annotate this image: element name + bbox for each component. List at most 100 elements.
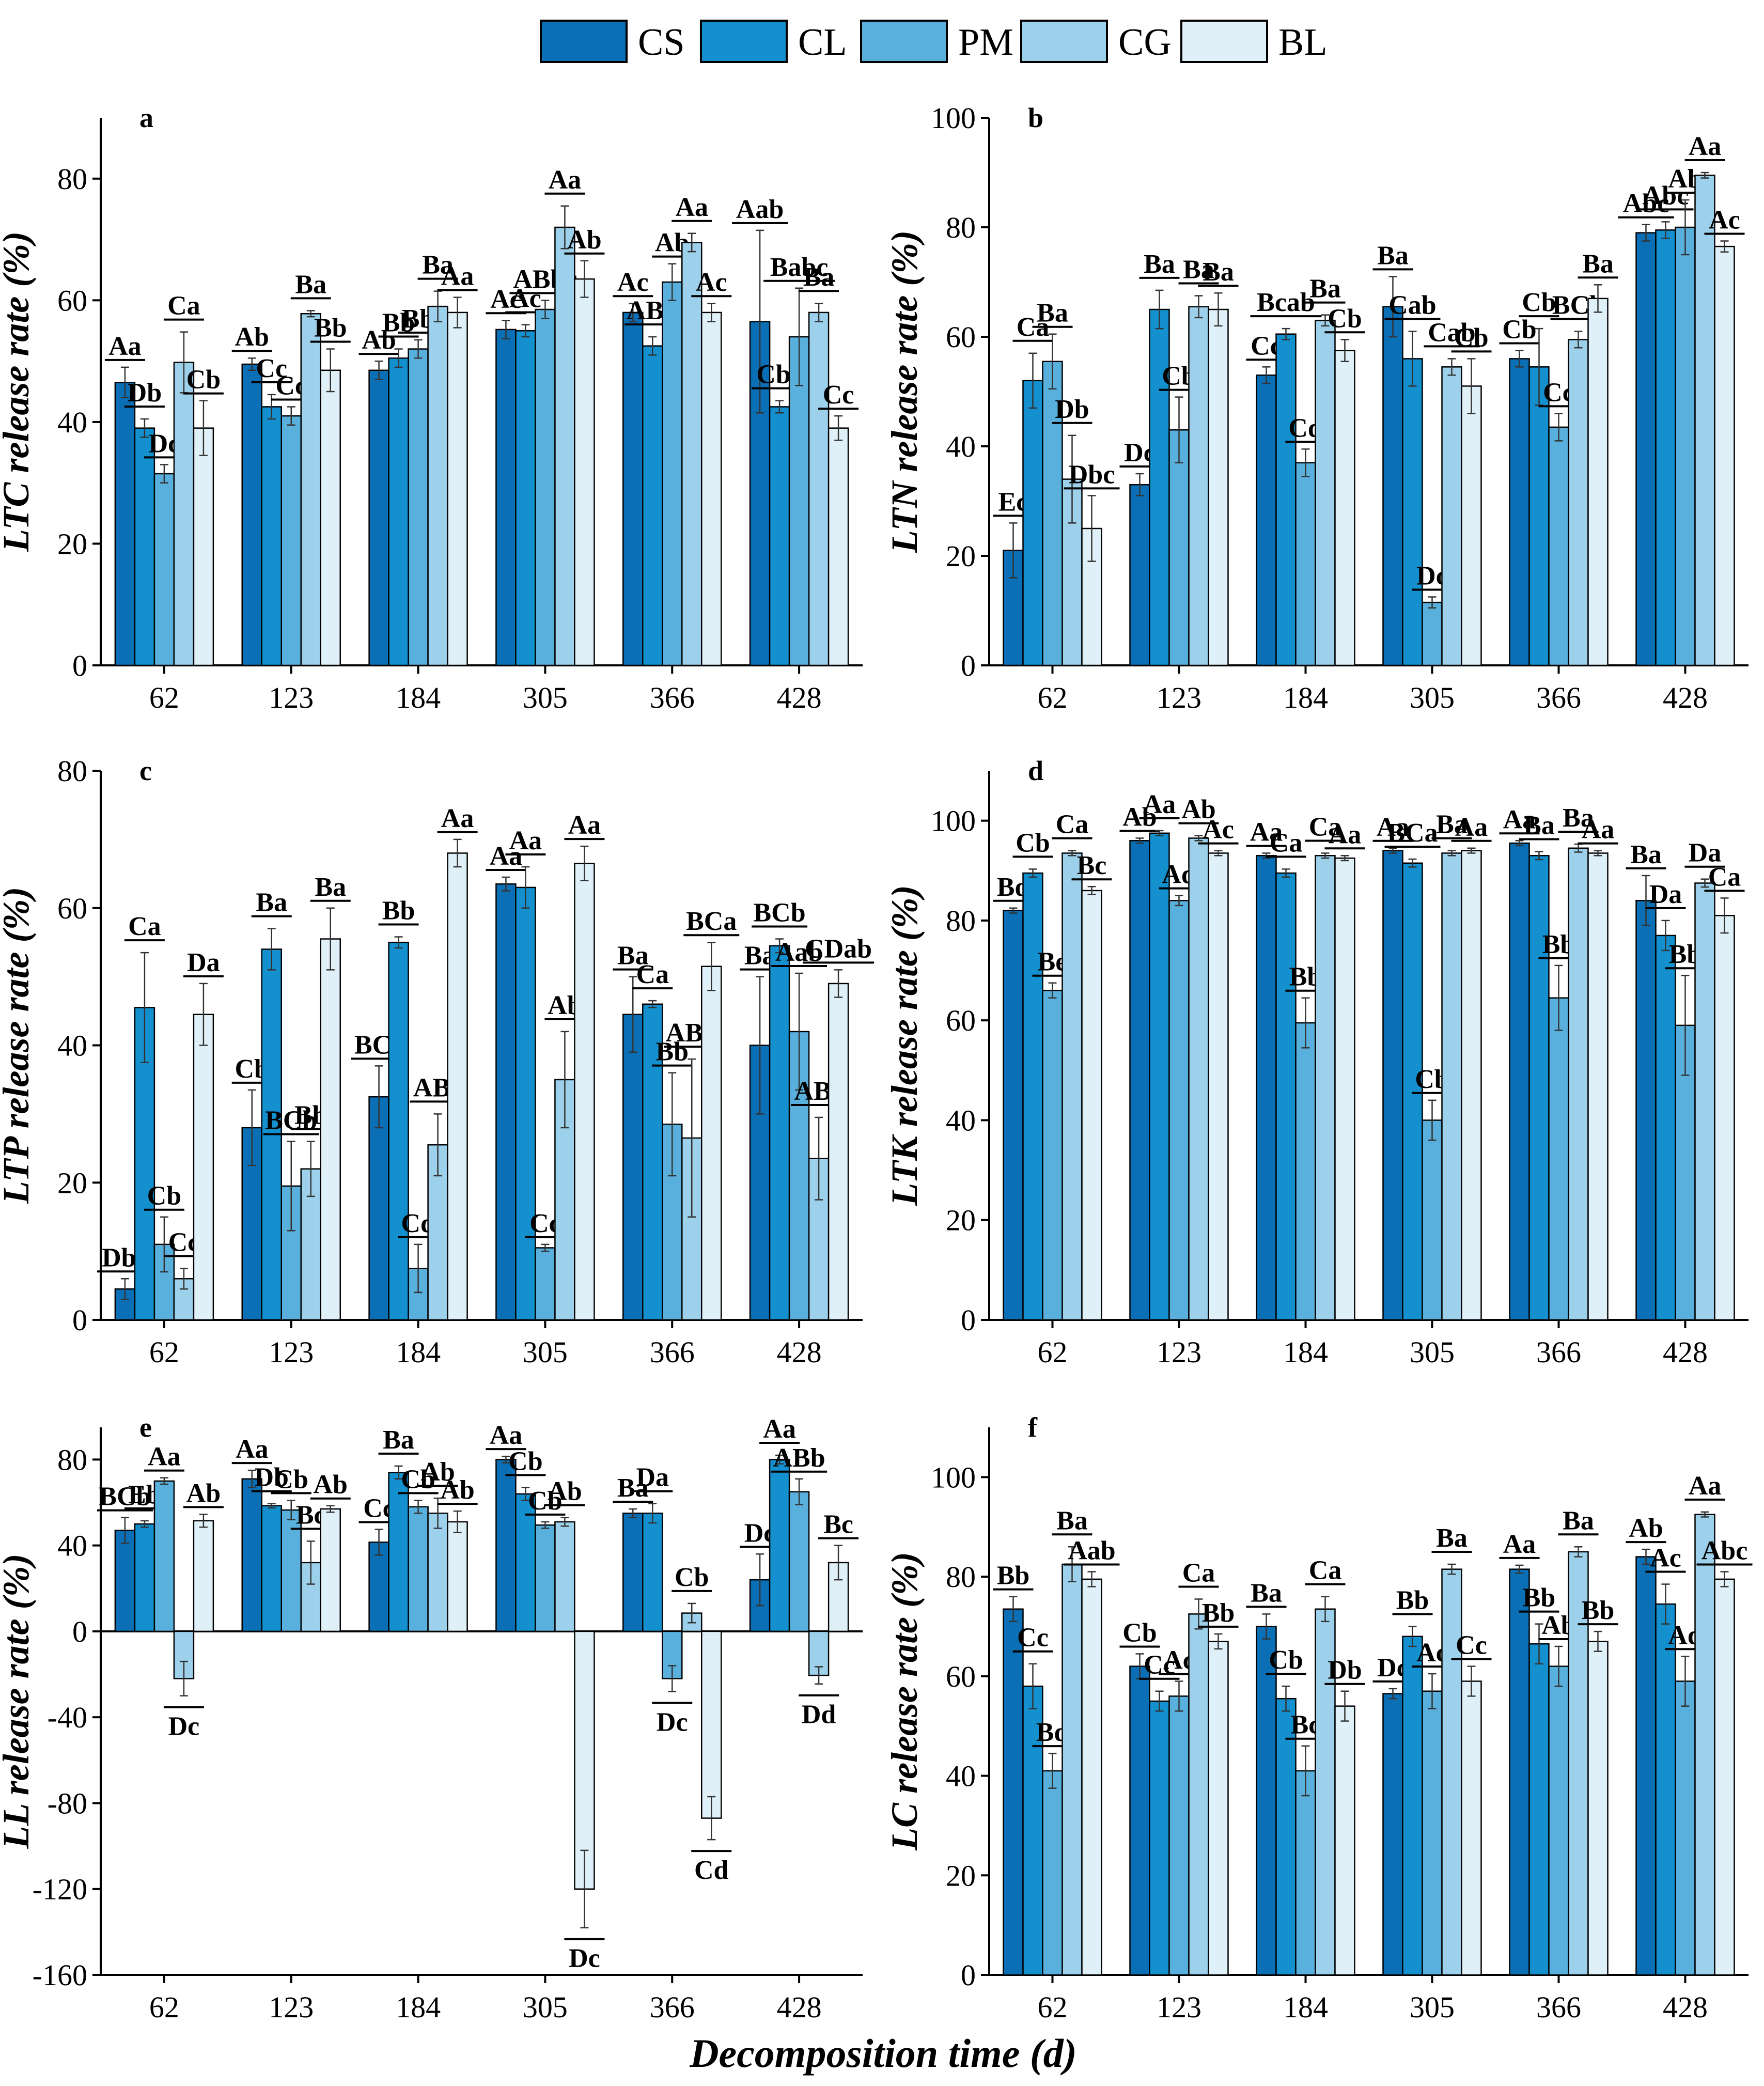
bar-CS-62 bbox=[114, 382, 136, 666]
significance-letter: Bb bbox=[382, 896, 415, 926]
significance-letter: Ba bbox=[1523, 811, 1555, 840]
bar-CG-428 bbox=[808, 312, 830, 666]
bar-PM-123 bbox=[1168, 429, 1190, 666]
significance-letter: Ab bbox=[1181, 795, 1215, 824]
bar-CL-366 bbox=[1528, 366, 1550, 666]
y-tick-label: 60 bbox=[946, 1660, 976, 1693]
bar-PM-305 bbox=[535, 308, 556, 666]
bar-CG-305 bbox=[1441, 852, 1462, 1321]
chart-panel-b: 0 20 40 60 80 100 62 123 184 305 366 428 b LTN releas… bbox=[884, 101, 1749, 714]
bar-CL-305 bbox=[515, 330, 536, 666]
panel-letter: b bbox=[1028, 102, 1043, 133]
x-tick-label: 305 bbox=[1410, 681, 1455, 714]
significance-letter: Aa bbox=[675, 193, 708, 222]
significance-letter: BCa bbox=[1387, 818, 1438, 848]
x-tick-label: 184 bbox=[1283, 1335, 1328, 1369]
bar-BL-123 bbox=[320, 369, 341, 666]
significance-letter: Ab bbox=[567, 225, 601, 255]
bar-CL-366 bbox=[1528, 1643, 1550, 1976]
significance-letter: Cb bbox=[1016, 828, 1050, 858]
y-tick-label: 60 bbox=[57, 892, 87, 925]
bar-CG-123 bbox=[1188, 1613, 1209, 1976]
significance-letter: Ac bbox=[696, 268, 727, 297]
y-tick-label: 40 bbox=[57, 406, 87, 439]
y-tick-label: 20 bbox=[946, 539, 976, 573]
y-tick-label: 100 bbox=[931, 804, 976, 838]
y-tick-label: 80 bbox=[57, 162, 87, 196]
y-tick-label: -40 bbox=[48, 1701, 87, 1734]
significance-letter: Aa bbox=[236, 1435, 269, 1464]
significance-letter: Ba bbox=[256, 888, 287, 917]
bar-CL-428 bbox=[769, 406, 790, 666]
significance-letter: Cb bbox=[528, 1486, 562, 1516]
significance-letter: Bb bbox=[1202, 1598, 1235, 1628]
bar-CS-123 bbox=[241, 363, 262, 666]
bar-CL-428 bbox=[1655, 1603, 1676, 1976]
significance-letter: Ab bbox=[235, 322, 269, 352]
significance-letter: Ca bbox=[1182, 1558, 1215, 1587]
bar-PM-428 bbox=[788, 1491, 810, 1632]
significance-letter: Aab bbox=[736, 195, 784, 224]
significance-letter: Aa bbox=[490, 1421, 523, 1450]
significance-letter: Cb bbox=[1502, 315, 1536, 345]
significance-letter: Ab bbox=[186, 1478, 221, 1508]
bar-CS-62 bbox=[1003, 1608, 1024, 1976]
y-tick-label: 40 bbox=[946, 430, 976, 463]
significance-letter: Ba bbox=[1056, 1506, 1088, 1535]
x-tick-label: 428 bbox=[1663, 681, 1708, 714]
bar-CS-62 bbox=[1003, 910, 1024, 1321]
x-tick-label: 123 bbox=[269, 1335, 314, 1369]
bar-CL-305 bbox=[515, 886, 536, 1321]
bar-BL-62 bbox=[193, 1520, 214, 1632]
significance-letter: BCb bbox=[99, 1482, 151, 1512]
significance-letter: BCb bbox=[265, 1106, 317, 1135]
bar-CG-428 bbox=[1694, 175, 1715, 666]
bar-CS-366 bbox=[1509, 358, 1530, 666]
significance-letter: Abc bbox=[1643, 181, 1689, 210]
significance-letter: Cb bbox=[147, 1181, 181, 1211]
x-tick-label: 428 bbox=[777, 1990, 822, 2024]
x-tick-label: 305 bbox=[523, 1335, 568, 1369]
bar-BL-123 bbox=[320, 938, 341, 1321]
bar-CL-428 bbox=[1655, 935, 1676, 1321]
significance-letter: Aa bbox=[1689, 132, 1722, 161]
bar-CS-428 bbox=[1635, 232, 1657, 666]
bar-CL-366 bbox=[642, 1003, 663, 1321]
significance-letter: Ca bbox=[1309, 812, 1342, 842]
bar-PM-123 bbox=[280, 1509, 302, 1632]
significance-letter: Bb bbox=[314, 314, 347, 343]
significance-letter: Cb bbox=[508, 1446, 542, 1476]
significance-letter: Ca bbox=[636, 960, 669, 989]
significance-letter: Db bbox=[1055, 395, 1089, 424]
significance-letter: Cab bbox=[1428, 318, 1475, 347]
bar-BL-305 bbox=[574, 1630, 595, 1890]
significance-letter: Aa bbox=[1455, 813, 1488, 842]
significance-letter: Aa bbox=[108, 332, 142, 361]
significance-letter: Abc bbox=[1623, 189, 1669, 219]
bar-CS-366 bbox=[622, 312, 644, 666]
x-tick-label: 62 bbox=[1038, 681, 1068, 714]
significance-letter: Aa bbox=[763, 1414, 796, 1444]
significance-letter: Da bbox=[636, 1463, 669, 1492]
y-axis-label: LTK release rate (%) bbox=[884, 885, 925, 1206]
significance-letter: BCb bbox=[754, 898, 806, 928]
significance-letter: Ac bbox=[1709, 206, 1740, 235]
x-tick-label: 123 bbox=[269, 681, 314, 714]
x-tick-label: 428 bbox=[777, 681, 822, 714]
y-tick-label: 20 bbox=[946, 1859, 976, 1892]
bar-PM-428 bbox=[1675, 1680, 1696, 1976]
bar-BL-184 bbox=[1334, 857, 1355, 1321]
bar-PM-428 bbox=[1675, 226, 1696, 666]
panel-letter: e bbox=[139, 1412, 152, 1443]
significance-letter: Aa bbox=[549, 165, 582, 195]
significance-letter: Ac bbox=[490, 285, 522, 314]
x-tick-label: 366 bbox=[650, 1335, 695, 1369]
y-tick-label: 0 bbox=[72, 1303, 87, 1337]
bar-CG-184 bbox=[1315, 855, 1336, 1321]
legend: CS CL PM CG BL bbox=[540, 15, 1346, 72]
significance-letter: Ba bbox=[1203, 257, 1234, 287]
x-tick-label: 123 bbox=[1157, 1335, 1201, 1369]
significance-letter: Ca bbox=[1270, 828, 1303, 858]
significance-letter: Da bbox=[187, 948, 220, 977]
bar-CL-123 bbox=[1149, 1700, 1170, 1976]
